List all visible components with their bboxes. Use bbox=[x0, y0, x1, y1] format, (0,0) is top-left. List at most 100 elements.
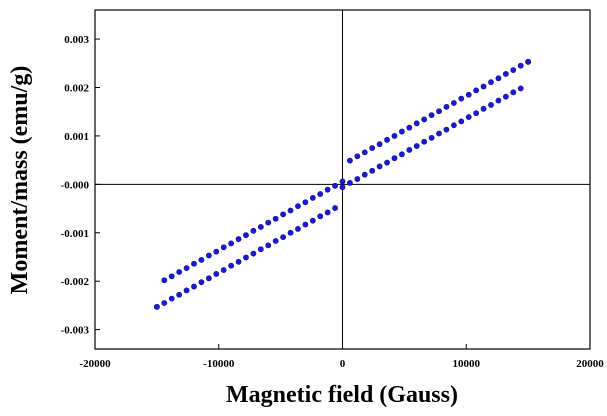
data-point bbox=[339, 184, 346, 191]
data-point bbox=[235, 236, 242, 242]
data-point bbox=[517, 62, 524, 69]
data-point bbox=[376, 163, 383, 170]
data-point bbox=[495, 75, 502, 82]
data-point bbox=[525, 58, 532, 65]
y-tick-label: 0.002 bbox=[64, 82, 89, 94]
data-point bbox=[168, 273, 175, 280]
data-point bbox=[502, 93, 509, 100]
data-point bbox=[465, 91, 472, 98]
data-point bbox=[347, 157, 353, 164]
data-point bbox=[250, 250, 257, 257]
y-axis-ticks: 0.003 0.002 0.001 -0.000 -0.001 -0.002 -0.003 bbox=[61, 34, 100, 337]
data-point bbox=[332, 205, 338, 211]
data-point bbox=[413, 143, 420, 149]
data-point bbox=[153, 303, 160, 310]
data-point bbox=[317, 213, 324, 220]
data-point bbox=[488, 102, 494, 108]
y-axis-title: Moment/mass (emu/g) bbox=[7, 66, 33, 295]
data-point bbox=[205, 252, 212, 259]
data-point bbox=[295, 225, 301, 232]
data-point bbox=[228, 262, 235, 269]
data-point bbox=[480, 83, 487, 90]
data-point bbox=[302, 199, 309, 206]
x-tick-label: 0 bbox=[340, 358, 346, 370]
data-point bbox=[213, 248, 220, 255]
data-point bbox=[443, 103, 450, 110]
data-point bbox=[473, 110, 480, 117]
data-point bbox=[287, 207, 294, 214]
data-point bbox=[191, 260, 197, 267]
y-tick-label: -0.003 bbox=[61, 325, 90, 337]
data-point bbox=[488, 79, 494, 86]
data-point bbox=[324, 209, 331, 216]
data-point bbox=[302, 221, 309, 228]
data-point bbox=[265, 242, 272, 249]
data-point bbox=[458, 118, 465, 125]
data-point bbox=[198, 256, 205, 263]
data-point bbox=[450, 122, 457, 129]
data-point bbox=[421, 116, 428, 123]
data-point bbox=[369, 167, 376, 174]
data-point bbox=[280, 211, 286, 218]
data-points bbox=[153, 58, 532, 310]
data-point bbox=[161, 277, 168, 284]
data-point bbox=[205, 275, 212, 282]
data-point bbox=[198, 279, 205, 286]
data-point bbox=[354, 176, 361, 182]
y-tick-label: -0.001 bbox=[61, 228, 89, 240]
y-tick-label: -0.002 bbox=[61, 276, 90, 288]
data-point bbox=[309, 217, 316, 224]
data-point bbox=[517, 85, 524, 92]
data-point bbox=[265, 219, 272, 226]
data-point bbox=[428, 134, 435, 141]
data-point bbox=[309, 195, 316, 201]
x-axis-ticks: -20000 -10000 0 10000 20000 bbox=[79, 344, 604, 370]
data-point bbox=[183, 287, 190, 294]
data-point bbox=[465, 114, 472, 120]
data-point bbox=[384, 136, 390, 143]
data-point bbox=[510, 67, 517, 73]
data-point bbox=[280, 234, 286, 241]
data-point bbox=[191, 283, 197, 290]
data-point bbox=[295, 203, 301, 210]
data-point bbox=[168, 295, 175, 302]
data-point bbox=[361, 171, 368, 178]
data-point bbox=[235, 258, 242, 265]
x-tick-label: 10000 bbox=[453, 358, 481, 370]
x-tick-label: -20000 bbox=[79, 358, 111, 370]
data-point bbox=[398, 151, 405, 158]
data-point bbox=[176, 291, 183, 298]
y-tick-label: 0.003 bbox=[64, 34, 89, 46]
data-point bbox=[406, 124, 413, 131]
data-point bbox=[495, 97, 502, 104]
data-point bbox=[458, 95, 465, 102]
data-point bbox=[450, 100, 457, 106]
data-point bbox=[250, 227, 257, 234]
data-point bbox=[332, 182, 338, 189]
data-point bbox=[391, 133, 398, 139]
data-point bbox=[436, 130, 442, 137]
data-point bbox=[272, 238, 279, 244]
data-point bbox=[510, 89, 517, 96]
data-point bbox=[287, 229, 294, 236]
data-point bbox=[502, 71, 509, 77]
data-point bbox=[243, 232, 249, 239]
data-point bbox=[473, 87, 480, 94]
y-tick-label: 0.001 bbox=[64, 131, 89, 143]
data-point bbox=[213, 271, 220, 277]
data-point bbox=[324, 186, 331, 193]
data-point bbox=[347, 179, 353, 186]
data-point bbox=[176, 269, 183, 275]
data-point bbox=[369, 145, 376, 151]
data-point bbox=[376, 141, 383, 148]
data-point bbox=[428, 112, 435, 118]
data-point bbox=[384, 159, 390, 166]
data-point bbox=[339, 178, 346, 185]
data-point bbox=[243, 254, 249, 261]
data-point bbox=[443, 126, 450, 133]
data-point bbox=[317, 191, 324, 197]
data-point bbox=[183, 265, 190, 272]
data-point bbox=[272, 215, 279, 222]
data-point bbox=[391, 155, 398, 162]
x-tick-label: 20000 bbox=[576, 358, 604, 370]
